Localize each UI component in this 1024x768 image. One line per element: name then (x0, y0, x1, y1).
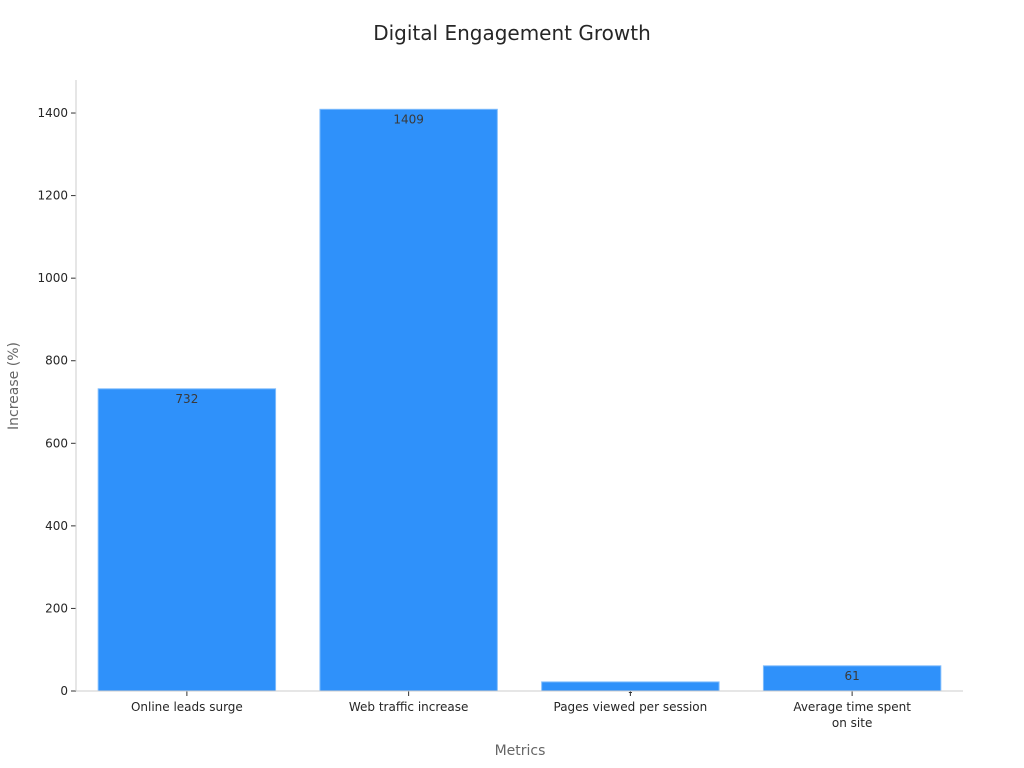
y-tick-label: 400 (45, 519, 68, 533)
y-tick-label: 1000 (37, 271, 68, 285)
x-tick-label: Online leads surge (131, 700, 243, 714)
bar (319, 108, 498, 692)
bar-data-label: 61 (844, 669, 859, 683)
chart-title: Digital Engagement Growth (373, 21, 651, 45)
y-tick-label: 600 (45, 436, 68, 450)
x-tick-label: Web traffic increase (349, 700, 469, 714)
x-tick-label: Pages viewed per session (554, 700, 708, 714)
bar-data-label: 732 (175, 392, 198, 406)
y-axis-label: Increase (%) (6, 342, 22, 430)
y-tick-label: 800 (45, 354, 68, 368)
x-axis-label: Metrics (495, 743, 546, 759)
bar (97, 388, 277, 692)
y-tick-label: 1200 (37, 189, 68, 203)
y-tick-label: 200 (45, 601, 68, 615)
x-axis-ticks: Online leads surge Web traffic increase Pa… (131, 691, 911, 730)
y-tick-label: 1400 (37, 106, 68, 120)
y-axis-ticks: 0 200 400 600 800 1000 1200 1400 (37, 106, 76, 698)
x-tick-label: Average time spent on site (793, 700, 911, 730)
y-tick-label: 0 (60, 684, 68, 698)
bar-data-label: 1409 (393, 112, 424, 126)
bar (762, 665, 942, 692)
